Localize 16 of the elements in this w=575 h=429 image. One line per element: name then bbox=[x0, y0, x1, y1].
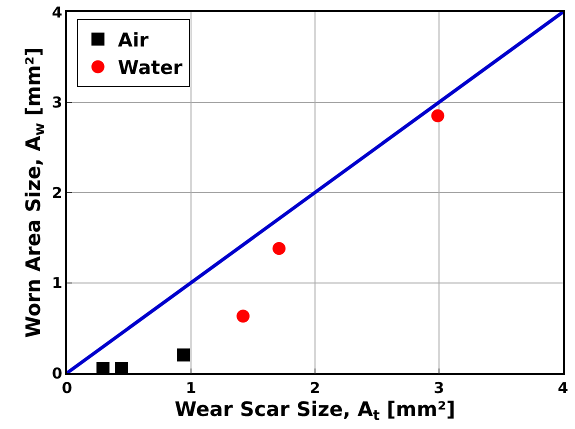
point bbox=[431, 109, 444, 122]
y-tick-label: 2 bbox=[52, 184, 62, 202]
y-tick-label: 3 bbox=[52, 94, 62, 112]
x-tick-label: 3 bbox=[434, 378, 444, 397]
legend-label: Air bbox=[118, 29, 150, 52]
point bbox=[177, 348, 190, 362]
y-tick-label: 1 bbox=[52, 274, 62, 292]
x-tick-label: 1 bbox=[186, 378, 196, 397]
y-tick-label: 4 bbox=[52, 3, 62, 22]
x-tick-label: 4 bbox=[558, 378, 568, 397]
point bbox=[272, 242, 286, 255]
y-tick-label: 0 bbox=[52, 364, 62, 382]
x-tick-label: 2 bbox=[310, 378, 320, 397]
point bbox=[236, 310, 250, 323]
x-axis-title: Wear Scar Size, A$_{t}$ [mm²] bbox=[174, 396, 456, 424]
legend-label: Water bbox=[118, 57, 183, 80]
